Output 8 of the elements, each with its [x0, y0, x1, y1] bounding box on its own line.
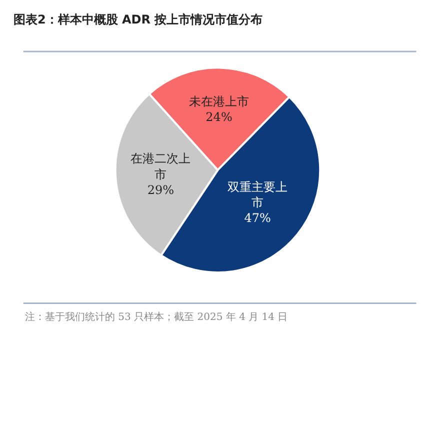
- data-label: 47%: [244, 210, 271, 225]
- slice-label: 在港二次上市: [130, 152, 191, 182]
- data-label: 24%: [206, 110, 232, 124]
- chart-title: 图表2：样本中概股 ADR 按上市情况市值分布: [13, 12, 263, 27]
- text: 注：基于我们统计的 53 只样本；截至 2025 年 4 月 14 日: [25, 311, 288, 323]
- data-label: 29%: [147, 182, 174, 197]
- slice-label: 双重主要上市: [228, 180, 288, 210]
- slice-label: 未在港上市: [189, 94, 250, 108]
